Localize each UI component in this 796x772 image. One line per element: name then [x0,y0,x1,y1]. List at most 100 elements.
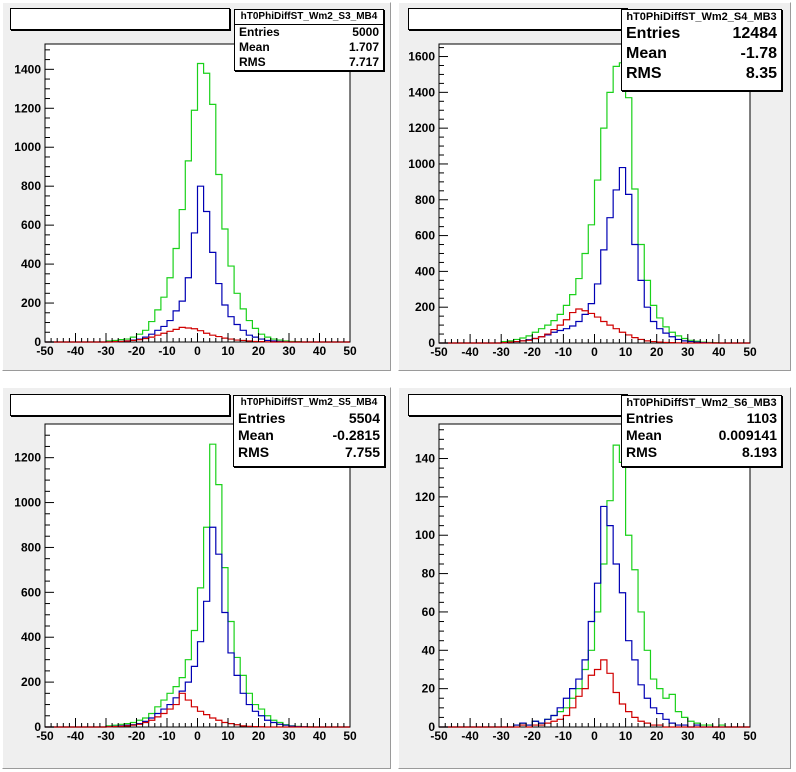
y-tick-label: 400 [21,630,41,644]
y-tick-label: 120 [415,490,435,504]
y-tick-label: 1600 [408,50,435,64]
x-tick-label: 30 [282,729,296,743]
y-tick-label: 60 [422,605,436,619]
y-tick-label: 600 [21,585,41,599]
y-tick-label: 100 [415,528,435,542]
stat-rms-label: RMS [239,55,266,69]
pad-title-box [10,8,230,30]
y-tick-label: 800 [21,540,41,554]
x-tick-label: -20 [524,729,542,743]
stat-rms-value: 8.193 [741,444,777,460]
stat-rms: RMS 7.717 [235,55,383,70]
x-tick-label: 10 [619,345,633,359]
y-tick-label: 400 [21,257,41,271]
x-tick-label: -40 [461,729,479,743]
x-tick-label: -30 [493,345,511,359]
pad-title-box [10,394,230,416]
stat-entries: Entries 1103 [622,410,781,427]
stats-box: hT0PhiDiffST_Wm2_S3_MB4 Entries 5000 Mean… [234,9,384,71]
x-tick-label: 30 [282,344,296,358]
y-tick-label: 1200 [408,121,435,135]
plot-frame [44,423,351,728]
histogram-name: hT0PhiDiffST_Wm2_S6_MB3 [626,397,777,409]
x-tick-label: 50 [343,344,357,358]
x-tick-label: 0 [194,729,201,743]
y-tick-label: 0 [428,720,435,734]
x-tick-label: 50 [743,729,757,743]
stat-mean-value: -0.2815 [332,427,380,443]
stat-entries-label: Entries [626,25,681,42]
y-tick-label: 1200 [14,451,41,465]
stat-mean-label: Mean [626,45,667,62]
histogram-plot: -50 -40 -30 -20 -10 0 10 20 30 40 50 0 20 40 60 80 100 12… [415,423,757,743]
stat-entries-value: 1103 [746,410,777,426]
y-tick-label: 40 [422,643,436,657]
stat-mean: Mean -0.2815 [234,427,384,444]
stats-box: hT0PhiDiffST_Wm2_S6_MB3 Entries 1103 Mean… [621,395,782,467]
stat-entries-label: Entries [238,410,286,426]
stat-entries: Entries 12484 [622,24,781,44]
x-tick-label: -20 [128,729,146,743]
y-tick-label: 200 [415,300,435,314]
plot-frame [438,423,751,728]
x-tick-label: -20 [524,345,542,359]
x-tick-label: 0 [591,729,598,743]
y-tick-label: 0 [34,335,41,349]
histogram-plot: -50 -40 -30 -20 -10 0 10 20 30 40 50 0 200 400 600 800 1… [14,423,357,743]
stat-mean-value: 1.707 [348,40,379,54]
x-tick-label: -30 [97,729,115,743]
stat-entries-value: 12484 [732,25,778,42]
x-tick-label: 50 [343,729,357,743]
stat-mean: Mean 1.707 [235,40,383,55]
x-tick-label: 0 [194,344,201,358]
stat-rms-label: RMS [626,444,658,460]
stat-mean-label: Mean [238,427,274,443]
y-tick-label: 1400 [14,62,41,76]
x-tick-label: 40 [313,344,327,358]
y-tick-label: 800 [415,193,435,207]
y-tick-label: 140 [415,452,435,466]
x-tick-label: 10 [221,344,235,358]
y-tick-label: 1000 [14,496,41,510]
x-tick-label: -50 [36,344,54,358]
y-tick-label: 1200 [14,101,41,115]
stat-rms-value: 7.755 [344,444,380,460]
stat-mean-label: Mean [626,427,662,443]
x-tick-label: 30 [681,729,695,743]
histogram-name: hT0PhiDiffST_Wm2_S5_MB4 [240,397,378,408]
x-tick-label: 10 [221,729,235,743]
stat-entries: Entries 5000 [235,25,383,40]
y-tick-label: 200 [21,675,41,689]
stat-entries-label: Entries [626,410,674,426]
y-tick-label: 80 [422,567,436,581]
stat-rms-label: RMS [238,444,270,460]
stat-entries-value: 5504 [348,410,380,426]
stat-entries-value: 5000 [352,25,379,39]
stat-rms-value: 8.35 [745,65,777,82]
y-tick-label: 1400 [408,85,435,99]
x-tick-label: -10 [158,344,176,358]
x-tick-label: -30 [97,344,115,358]
stat-rms: RMS 8.35 [622,64,781,84]
x-tick-label: -30 [493,729,511,743]
x-tick-label: 40 [712,729,726,743]
x-tick-label: 20 [252,729,266,743]
stat-rms-value: 7.717 [348,55,379,69]
histogram-name: hT0PhiDiffST_Wm2_S4_MB3 [626,11,777,23]
y-tick-label: 800 [21,179,41,193]
y-tick-label: 0 [34,720,41,734]
x-tick-label: -20 [128,344,146,358]
x-tick-label: 40 [712,345,726,359]
x-tick-label: -50 [430,345,448,359]
x-tick-label: 40 [313,729,327,743]
y-tick-label: 1000 [408,157,435,171]
histogram-pad-2: -50 -40 -30 -20 -10 0 10 20 30 40 50 0 200 400 600 800 1… [398,2,791,371]
stat-mean-value: -1.78 [740,45,777,62]
x-tick-label: -40 [67,729,85,743]
histogram-pad-4: -50 -40 -30 -20 -10 0 10 20 30 40 50 0 20 40 60 80 100 12… [398,387,791,769]
x-tick-label: 30 [681,345,695,359]
stat-mean-value: 0.009141 [718,427,777,443]
histogram-pad-1: -50 -40 -30 -20 -10 0 10 20 30 40 50 0 200 400 600 800 1… [2,2,391,371]
x-tick-label: -40 [67,344,85,358]
histogram-plot: -50 -40 -30 -20 -10 0 10 20 30 40 50 0 200 400 600 800 1… [408,43,757,359]
